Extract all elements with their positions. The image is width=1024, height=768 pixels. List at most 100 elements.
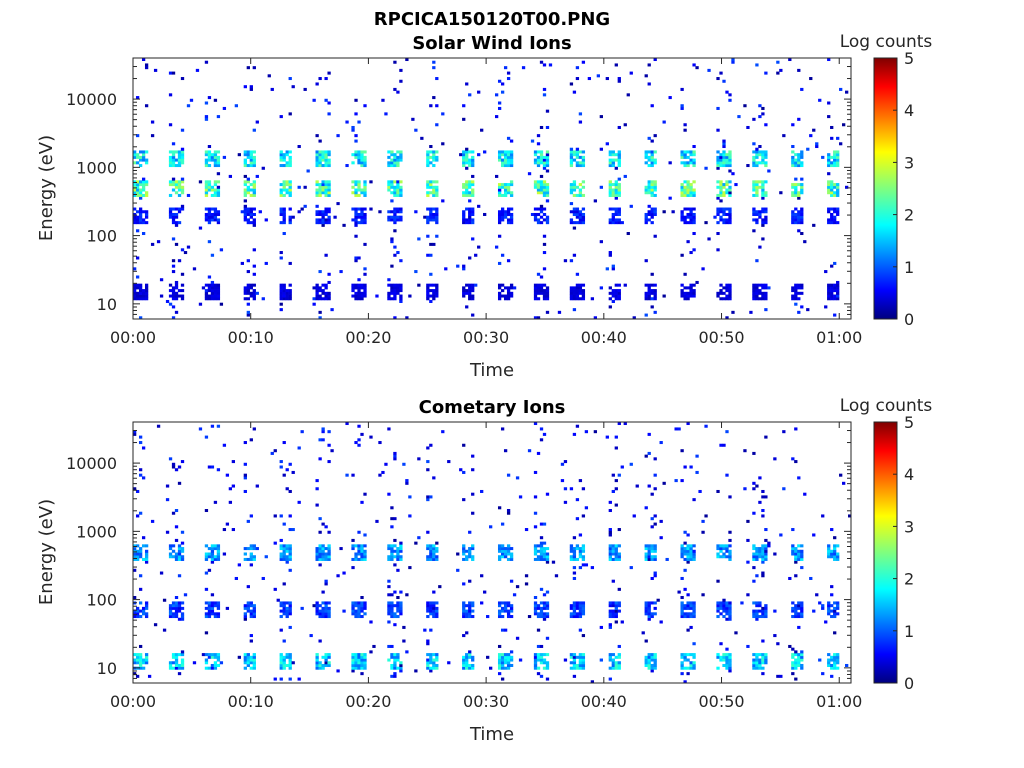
heatmap-cell xyxy=(177,663,182,667)
heatmap-cell xyxy=(210,465,215,469)
heatmap-cell xyxy=(614,185,618,189)
heatmap-cell xyxy=(279,666,283,670)
heatmap-cell xyxy=(683,604,687,608)
heatmap-cell xyxy=(800,87,804,91)
heatmap-cell xyxy=(210,153,215,157)
heatmap-cell xyxy=(279,158,283,162)
heatmap-cell xyxy=(321,180,325,184)
heatmap-cell xyxy=(210,655,215,659)
heatmap-cell xyxy=(249,634,253,638)
heatmap-cell xyxy=(683,161,687,165)
heatmap-cell xyxy=(761,188,765,192)
heatmap-cell xyxy=(533,158,538,162)
heatmap-cell xyxy=(144,193,149,197)
heatmap-cell xyxy=(782,487,786,491)
heatmap-cell xyxy=(168,123,173,127)
heatmap-cell xyxy=(138,297,143,301)
heatmap-cell xyxy=(285,191,289,195)
heatmap-cell xyxy=(432,297,436,301)
heatmap-cell xyxy=(462,153,466,157)
heatmap-cell xyxy=(282,158,286,162)
heatmap-cell xyxy=(761,183,765,187)
heatmap-cell xyxy=(285,560,289,564)
heatmap-cell xyxy=(692,283,696,287)
heatmap-cell xyxy=(462,221,466,225)
heatmap-cell xyxy=(764,294,768,298)
heatmap-cell xyxy=(614,435,618,439)
heatmap-cell xyxy=(468,291,472,295)
heatmap-cell xyxy=(686,180,690,184)
heatmap-cell xyxy=(432,158,436,162)
heatmap-cell xyxy=(426,218,430,222)
heatmap-cell xyxy=(752,286,756,290)
heatmap-cell xyxy=(456,568,460,572)
heatmap-cell xyxy=(396,286,400,290)
heatmap-cell xyxy=(509,215,514,219)
heatmap-cell xyxy=(584,430,589,434)
heatmap-cell xyxy=(252,66,256,70)
heatmap-cell xyxy=(647,183,651,187)
heatmap-cell xyxy=(791,549,795,553)
heatmap-cell xyxy=(318,164,322,168)
heatmap-cell xyxy=(432,153,436,157)
heatmap-cell xyxy=(138,653,143,657)
heatmap-cell xyxy=(614,166,618,170)
heatmap-cell xyxy=(569,294,574,298)
heatmap-cell xyxy=(351,191,355,195)
heatmap-cell xyxy=(171,661,176,665)
heatmap-cell xyxy=(324,525,328,529)
heatmap-cell xyxy=(135,191,140,195)
heatmap-cell xyxy=(827,185,831,189)
heatmap-cell xyxy=(608,158,612,162)
heatmap-cell xyxy=(581,185,586,189)
heatmap-cell xyxy=(686,221,690,225)
heatmap-cell xyxy=(722,655,726,659)
heatmap-cell xyxy=(321,438,325,442)
heatmap-cell xyxy=(506,77,511,81)
heatmap-cell xyxy=(174,280,179,284)
heatmap-cell xyxy=(321,663,325,667)
heatmap-cell xyxy=(833,218,837,222)
heatmap-cell xyxy=(569,604,574,608)
heatmap-cell xyxy=(644,313,648,317)
heatmap-cell xyxy=(174,609,179,613)
heatmap-cell xyxy=(207,221,212,225)
heatmap-cell xyxy=(692,191,696,195)
heatmap-cell xyxy=(324,606,328,610)
heatmap-cell xyxy=(360,661,364,665)
heatmap-cell xyxy=(357,278,361,282)
heatmap-cell xyxy=(800,191,804,195)
heatmap-cell xyxy=(500,661,505,665)
heatmap-cell xyxy=(357,153,361,157)
heatmap-cell xyxy=(716,128,720,132)
heatmap-cell xyxy=(387,185,391,189)
heatmap-cell xyxy=(279,615,283,619)
heatmap-cell xyxy=(213,289,218,293)
heatmap-cells xyxy=(133,422,852,684)
heatmap-cell xyxy=(204,557,209,561)
heatmap-cell xyxy=(500,615,505,619)
heatmap-cell xyxy=(800,232,804,236)
heatmap-cell xyxy=(138,155,143,159)
heatmap-cell xyxy=(647,283,651,287)
heatmap-cell xyxy=(465,305,469,309)
heatmap-cell xyxy=(399,215,403,219)
heatmap-cell xyxy=(692,180,696,184)
heatmap-cell xyxy=(279,658,283,662)
heatmap-cell xyxy=(830,212,834,216)
heatmap-cell xyxy=(168,289,173,293)
heatmap-cell xyxy=(764,612,768,616)
heatmap-cell xyxy=(692,666,696,670)
heatmap-cell xyxy=(827,289,831,293)
heatmap-cell xyxy=(716,150,720,154)
heatmap-cell xyxy=(569,555,574,559)
heatmap-cell xyxy=(755,150,759,154)
heatmap-cell xyxy=(357,256,361,260)
heatmap-cell xyxy=(471,174,475,178)
heatmap-cell xyxy=(135,210,140,214)
heatmap-cell xyxy=(288,612,292,616)
heatmap-cell xyxy=(174,191,179,195)
heatmap-cell xyxy=(614,552,618,556)
heatmap-cell xyxy=(351,669,355,673)
heatmap-cell xyxy=(288,215,292,219)
